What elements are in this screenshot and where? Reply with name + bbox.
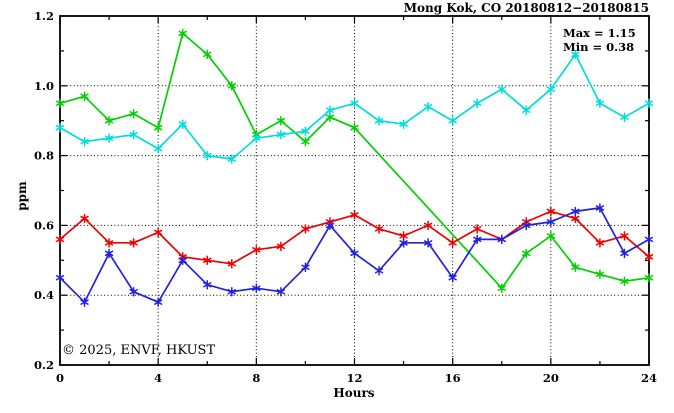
y-tick-label: 0.8 xyxy=(34,149,54,163)
chart-title: Mong Kok, CO 20180812−20180815 xyxy=(404,1,649,15)
x-tick-label: 16 xyxy=(445,371,461,385)
x-tick-label: 4 xyxy=(154,371,162,385)
max-annotation: Max = 1.15 xyxy=(563,26,636,40)
x-tick-label: 12 xyxy=(346,371,362,385)
series-markers-cyan xyxy=(55,49,654,164)
y-axis-label: ppm xyxy=(15,181,29,211)
min-annotation: Min = 0.38 xyxy=(563,40,634,54)
x-tick-label: 20 xyxy=(543,371,559,385)
series-markers-blue xyxy=(55,203,654,307)
x-tick-label: 8 xyxy=(252,371,260,385)
x-tick-label: 24 xyxy=(641,371,657,385)
plot-layer: 0 4 8 12 16 20 24 0.2 0.4 0.6 0.8 1.0 1.2 xyxy=(34,9,657,385)
y-tick-label: 0.4 xyxy=(34,288,54,302)
y-tick-label: 1.2 xyxy=(34,9,54,23)
x-tick-label: 0 xyxy=(56,371,64,385)
y-tick-label: 0.6 xyxy=(34,218,54,232)
y-tick-label: 0.2 xyxy=(34,358,54,372)
x-axis-label: Hours xyxy=(333,386,374,400)
y-tick-label: 1.0 xyxy=(34,79,54,93)
watermark: © 2025, ENVF, HKUST xyxy=(62,343,215,358)
